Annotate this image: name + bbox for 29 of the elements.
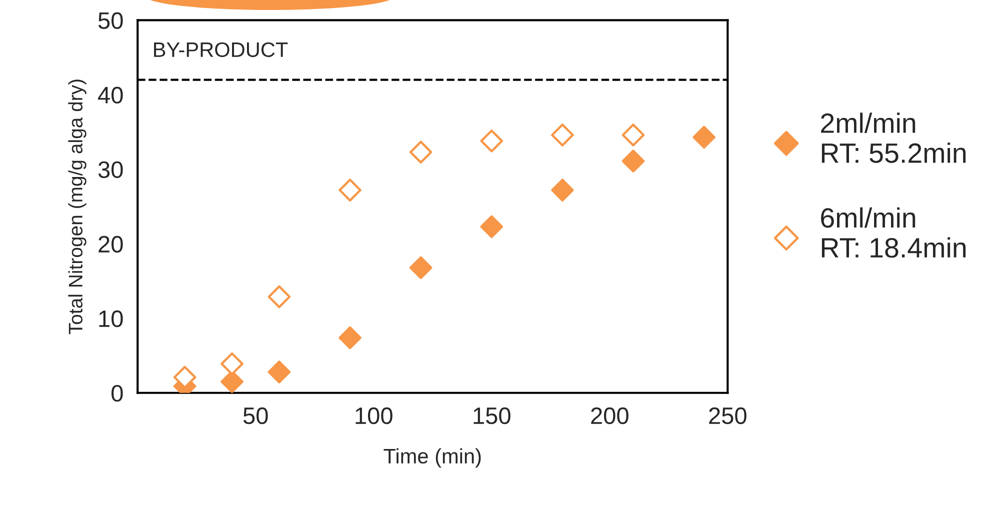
x-tick-label: 150 bbox=[474, 407, 510, 424]
point bbox=[338, 178, 362, 202]
point bbox=[622, 124, 645, 146]
x-tick-label: 50 bbox=[243, 407, 268, 424]
point bbox=[551, 124, 574, 146]
x-tick-label: 100 bbox=[356, 407, 392, 424]
y-tick-label: 50 bbox=[98, 12, 123, 29]
point bbox=[480, 130, 504, 152]
y-tick-label: 40 bbox=[98, 86, 123, 104]
point bbox=[409, 256, 432, 280]
legend-label: 6ml/min RT: 18.4min bbox=[821, 207, 966, 258]
y-tick-label: 30 bbox=[98, 161, 123, 178]
point bbox=[338, 326, 362, 350]
point bbox=[480, 215, 504, 238]
legend-label: 2ml/min RT: 55.2min bbox=[821, 112, 966, 163]
point bbox=[622, 150, 645, 172]
y-tick-label: 20 bbox=[98, 236, 123, 253]
y-tick-label: 10 bbox=[99, 310, 123, 328]
y-tick-label: 0 bbox=[112, 384, 123, 402]
point bbox=[268, 285, 291, 308]
point bbox=[551, 178, 574, 202]
ref-line-label: BY-PRODUCT bbox=[154, 42, 288, 58]
point bbox=[409, 140, 432, 164]
point bbox=[268, 360, 291, 384]
y-axis-title: Total Nitrogen (mg/g alga dry) bbox=[68, 80, 86, 334]
x-tick-label: 250 bbox=[709, 407, 746, 424]
x-axis-title: Time (min) bbox=[384, 448, 481, 468]
point bbox=[692, 126, 716, 149]
x-tick-label: 200 bbox=[591, 407, 628, 424]
